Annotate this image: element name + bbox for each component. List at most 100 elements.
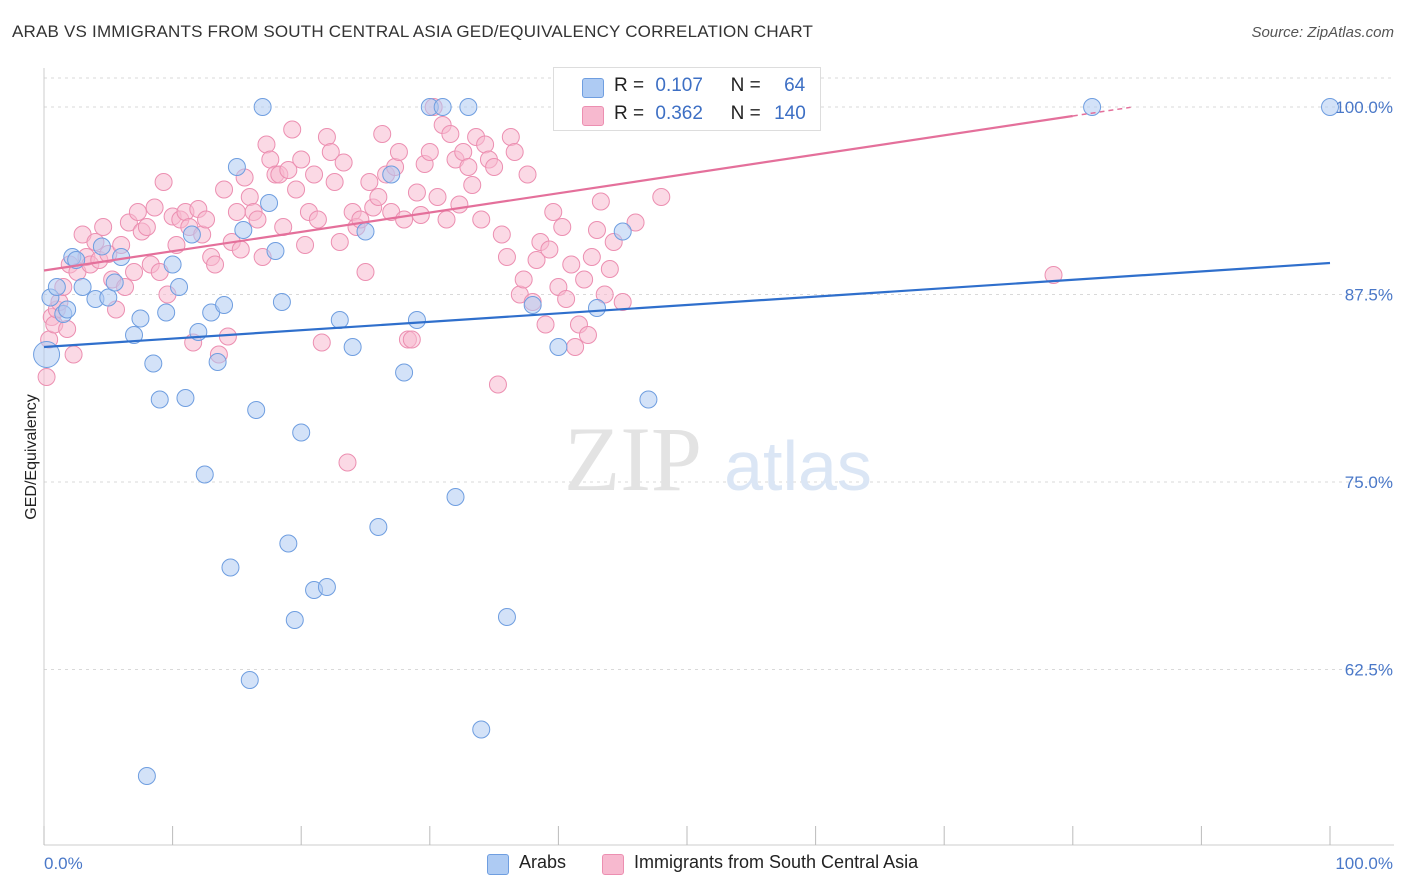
arabs-point: [58, 300, 77, 319]
n-label: N =: [730, 103, 761, 124]
immigrants-point: [137, 218, 156, 236]
immigrants-point: [566, 338, 585, 356]
immigrants-point: [536, 315, 555, 334]
immigrants-point: [58, 320, 77, 338]
arabs-point: [240, 671, 259, 689]
immigrants-point: [338, 453, 357, 472]
arabs-point: [47, 278, 66, 296]
immigrants-point: [308, 210, 327, 229]
immigrants-point: [206, 255, 225, 274]
gridlines: [44, 77, 1394, 670]
r-label: R =: [614, 75, 645, 96]
arabs-point: [150, 390, 169, 409]
immigrants-point: [227, 203, 246, 221]
watermark-zip: ZIP: [564, 408, 702, 510]
immigrants-point: [587, 221, 606, 239]
immigrants-point: [527, 251, 546, 269]
arabs-point: [1321, 98, 1339, 116]
immigrants-point: [514, 270, 533, 289]
arabs-point: [157, 303, 176, 322]
arabs-point: [99, 288, 118, 307]
y-axis-title: GED/Equivalency: [23, 394, 40, 519]
immigrants-point: [312, 333, 331, 352]
n-value-arabs: 64: [784, 75, 806, 96]
stats-legend: R = 0.107 N = 64 R = 0.362 N = 140: [553, 67, 821, 131]
immigrants-point: [292, 150, 311, 169]
watermark-atlas: atlas: [724, 427, 872, 505]
immigrants-point: [395, 210, 414, 229]
arabs-point: [446, 488, 465, 506]
immigrants-point: [501, 128, 520, 146]
arabs-point: [472, 720, 491, 739]
immigrants-point: [575, 270, 594, 289]
arabs-point: [272, 293, 291, 311]
arabs-point: [131, 309, 150, 328]
x-tick-label: 0.0%: [44, 854, 83, 873]
immigrants-point: [317, 128, 336, 146]
y-tick-label: 75.0%: [1345, 473, 1393, 492]
n-label: N =: [730, 75, 761, 96]
immigrants-point: [128, 203, 147, 221]
x-tick-label: 100.0%: [1335, 854, 1393, 873]
bottom-label-arabs: Arabs: [519, 852, 567, 872]
arabs-point: [208, 353, 227, 371]
bottom-label-immigrants: Immigrants from South Central Asia: [634, 852, 919, 872]
arabs-point: [639, 390, 658, 409]
arabs-point: [587, 299, 606, 317]
immigrants-point: [613, 293, 632, 311]
arabs-point: [433, 98, 452, 116]
legend-row-immigrants: R = 0.362 N = 140: [554, 101, 820, 129]
legend-swatch-arabs: [582, 78, 604, 98]
legend-row-arabs: R = 0.107 N = 64: [554, 73, 820, 101]
arabs-point: [33, 341, 61, 368]
immigrants-point: [600, 260, 619, 278]
chart-title: ARAB VS IMMIGRANTS FROM SOUTH CENTRAL AS…: [12, 22, 814, 41]
arabs-point: [395, 363, 414, 382]
arabs-point: [523, 296, 542, 314]
arabs-point: [92, 237, 111, 256]
immigrants-point: [218, 327, 237, 346]
immigrants-point: [488, 375, 507, 394]
immigrants-point: [94, 218, 113, 236]
y-tick-label: 100.0%: [1335, 98, 1393, 117]
immigrants-point: [582, 248, 601, 266]
immigrants-point: [325, 173, 344, 191]
immigrants-point: [145, 198, 164, 217]
immigrants-point: [373, 125, 392, 143]
immigrants-point: [356, 263, 375, 281]
r-value-immigrants: 0.362: [655, 103, 703, 124]
arabs-point: [73, 278, 92, 296]
arabs-point: [182, 225, 201, 244]
immigrants-point: [1044, 266, 1063, 284]
legend-text-immigrants: R = 0.362 N = 140: [614, 103, 806, 125]
arabs-point: [227, 158, 246, 176]
immigrants-point: [497, 248, 516, 266]
immigrants-point: [420, 143, 439, 161]
arabs-point: [221, 558, 240, 577]
immigrants-trend-line: [43, 114, 1073, 272]
immigrants-point: [154, 173, 173, 191]
bottom-swatch-immigrants: [602, 854, 624, 875]
immigrants-point: [476, 135, 495, 154]
arabs-point: [247, 401, 266, 419]
arabs-point: [459, 98, 478, 116]
immigrants-point: [261, 150, 280, 169]
arabs-point: [549, 338, 568, 356]
immigrants-point: [557, 290, 576, 308]
immigrants-point: [360, 173, 379, 191]
immigrants-point: [64, 345, 83, 364]
immigrants-point: [450, 195, 469, 214]
immigrants-point: [296, 236, 315, 254]
immigrants-point: [279, 161, 298, 179]
immigrants-point: [454, 143, 473, 161]
immigrants-point: [652, 188, 671, 206]
immigrants-point: [305, 165, 324, 184]
immigrants-point: [334, 153, 353, 172]
source-label: Source: ZipAtlas.com: [1251, 24, 1394, 41]
arabs-point: [253, 98, 272, 116]
immigrants-point: [369, 188, 388, 206]
immigrants-point: [197, 210, 216, 229]
arabs-point: [279, 534, 298, 553]
immigrants-point: [231, 240, 250, 259]
bottom-swatch-arabs: [487, 854, 509, 875]
